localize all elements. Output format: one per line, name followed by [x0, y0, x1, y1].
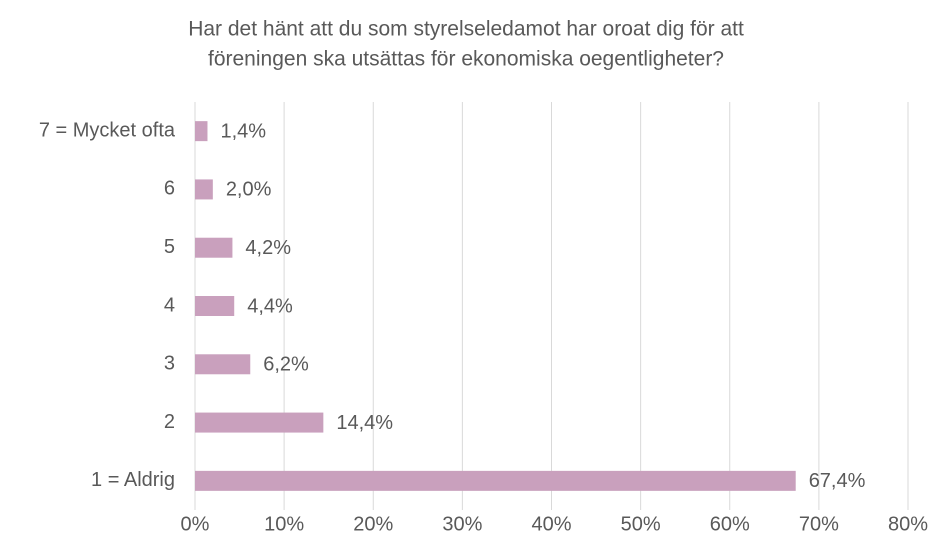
bar: [195, 412, 324, 433]
data-label: 2,0%: [226, 179, 272, 201]
x-tick-label: 0%: [181, 513, 210, 535]
x-tick-label: 20%: [353, 513, 393, 535]
x-tick-label: 10%: [264, 513, 304, 535]
bar: [195, 296, 235, 316]
chart-title: Har det hänt att du som styrelseledamot …: [188, 18, 744, 41]
y-tick-label: 2: [164, 411, 175, 433]
y-tick-label: 3: [164, 353, 175, 375]
chart-title: föreningen ska utsättas för ekonomiska o…: [208, 48, 724, 71]
x-tick-label: 30%: [442, 513, 482, 535]
x-tick-label: 70%: [799, 513, 839, 535]
data-label: 6,2%: [263, 354, 309, 376]
y-tick-label: 7 = Mycket ofta: [39, 119, 176, 141]
data-label: 4,2%: [245, 237, 291, 259]
data-label: 1,4%: [220, 120, 266, 142]
x-tick-label: 50%: [621, 513, 661, 535]
bar: [195, 237, 233, 258]
bar: [195, 121, 208, 142]
bar: [195, 470, 796, 491]
data-label: 67,4%: [809, 470, 866, 492]
data-label: 4,4%: [247, 295, 293, 317]
x-tick-label: 40%: [531, 513, 571, 535]
data-label: 14,4%: [336, 412, 393, 434]
x-tick-label: 60%: [710, 513, 750, 535]
y-tick-label: 5: [164, 236, 175, 258]
bar: [195, 179, 213, 200]
y-tick-label: 4: [164, 294, 175, 316]
y-tick-label: 6: [164, 178, 175, 200]
bar: [195, 354, 251, 375]
x-tick-label: 80%: [888, 513, 928, 535]
y-tick-label: 1 = Aldrig: [91, 469, 175, 491]
